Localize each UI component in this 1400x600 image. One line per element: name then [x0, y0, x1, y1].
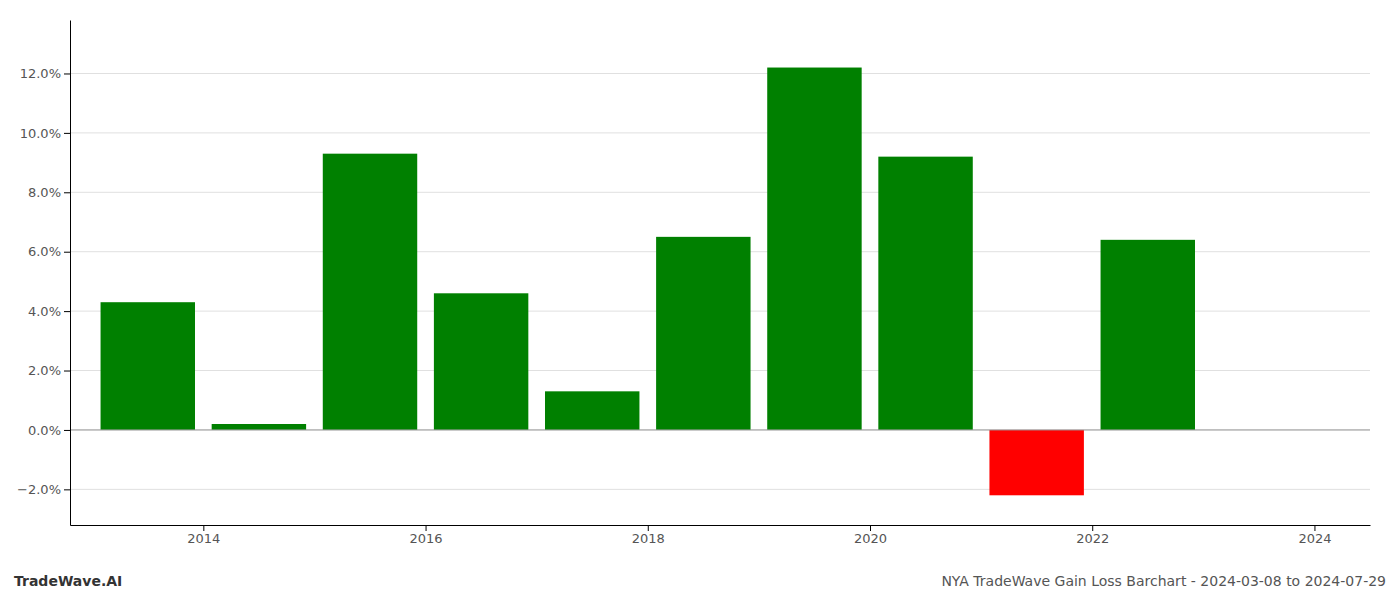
x-tick: 2018 [632, 525, 665, 546]
x-tick-label: 2020 [854, 531, 887, 546]
plot-area: −2.0%0.0%2.0%4.0%6.0%8.0%10.0%12.0%20142… [17, 21, 1370, 547]
bar [878, 157, 972, 430]
x-axis-line [71, 525, 1371, 526]
y-tick-label: 2.0% [28, 363, 61, 378]
y-tick: 2.0% [28, 363, 70, 378]
y-tick-label: 10.0% [20, 126, 61, 141]
y-tick-mark [64, 430, 70, 431]
y-tick-label: −2.0% [17, 482, 61, 497]
x-tick-label: 2014 [187, 531, 220, 546]
x-tick-mark [203, 525, 204, 531]
y-tick: 12.0% [20, 66, 70, 81]
grid [70, 73, 1370, 489]
x-tick: 2024 [1298, 525, 1331, 546]
y-tick: 0.0% [28, 423, 70, 438]
watermark: TradeWave.AI [14, 573, 122, 589]
grid-line [70, 192, 1370, 193]
y-tick: 8.0% [28, 185, 70, 200]
title: NYA TradeWave Gain Loss Barchart - 2024-… [941, 573, 1386, 589]
x-tick: 2022 [1076, 525, 1109, 546]
bar [323, 154, 417, 430]
bar [545, 391, 639, 430]
y-tick-label: 12.0% [20, 66, 61, 81]
bar [212, 424, 306, 430]
y-tick-label: 4.0% [28, 304, 61, 319]
bar [656, 237, 750, 430]
bar [101, 302, 195, 430]
y-axis: −2.0% 0.0% 2.0% 4.0% 6.0% 8.0% 10.0% 12.0% [17, 21, 70, 526]
y-tick-mark [64, 73, 70, 74]
grid-line [70, 429, 1370, 430]
y-tick-mark [64, 371, 70, 372]
y-tick-mark [64, 192, 70, 193]
y-tick-mark [64, 311, 70, 312]
x-tick-label: 2024 [1298, 531, 1331, 546]
y-tick: 6.0% [28, 244, 70, 259]
x-tick-mark [1092, 525, 1093, 531]
y-tick-mark [64, 489, 70, 490]
y-tick-label: 8.0% [28, 185, 61, 200]
x-tick-label: 2022 [1076, 531, 1109, 546]
y-tick: −2.0% [17, 482, 70, 497]
x-tick-mark [1314, 525, 1315, 531]
x-tick-mark [426, 525, 427, 531]
y-axis-line [70, 21, 71, 526]
chart: −2.0%0.0%2.0%4.0%6.0%8.0%10.0%12.0%20142… [0, 0, 1400, 600]
x-tick-label: 2016 [410, 531, 443, 546]
x-tick-mark [648, 525, 649, 531]
bar [767, 68, 861, 430]
y-tick-mark [64, 133, 70, 134]
x-tick: 2016 [410, 525, 443, 546]
bar [989, 430, 1083, 495]
y-tick-mark [64, 252, 70, 253]
zero-line [70, 429, 1370, 430]
x-tick: 2014 [187, 525, 220, 546]
bar [434, 293, 528, 430]
x-tick-mark [870, 525, 871, 531]
y-tick: 4.0% [28, 304, 70, 319]
x-axis: 2014 2016 2018 2020 2022 2024 [71, 525, 1371, 546]
y-tick: 10.0% [20, 126, 70, 141]
x-tick-label: 2018 [632, 531, 665, 546]
bar [1101, 240, 1195, 430]
y-tick-label: 0.0% [28, 423, 61, 438]
y-tick-label: 6.0% [28, 244, 61, 259]
x-tick: 2020 [854, 525, 887, 546]
marks [101, 68, 1195, 496]
grid-line [70, 73, 1370, 74]
grid-line [70, 489, 1370, 490]
grid-line [70, 132, 1370, 133]
